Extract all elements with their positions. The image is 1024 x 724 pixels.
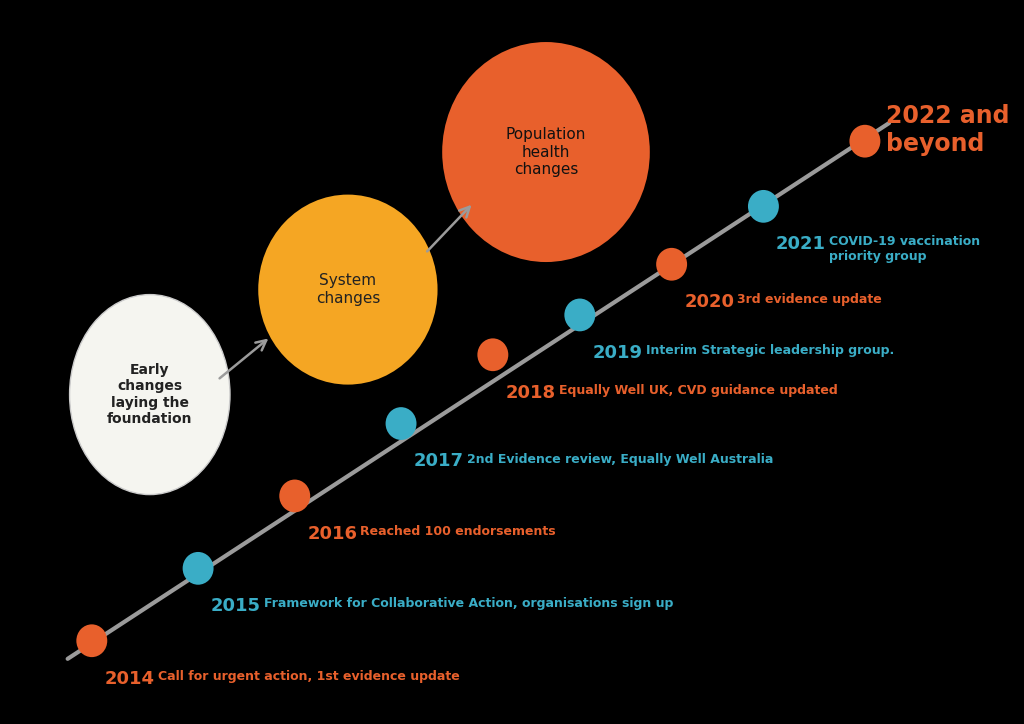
Text: 2014: 2014 bbox=[104, 670, 155, 688]
Text: 2020: 2020 bbox=[684, 293, 734, 311]
Text: Early
changes
laying the
foundation: Early changes laying the foundation bbox=[108, 363, 193, 426]
Text: Interim Strategic leadership group.: Interim Strategic leadership group. bbox=[645, 344, 894, 357]
Text: 2015: 2015 bbox=[211, 597, 261, 615]
Ellipse shape bbox=[850, 125, 881, 158]
Text: 2018: 2018 bbox=[506, 384, 556, 402]
Text: System
changes: System changes bbox=[315, 274, 380, 306]
Ellipse shape bbox=[656, 248, 687, 281]
Ellipse shape bbox=[386, 407, 417, 440]
Ellipse shape bbox=[564, 298, 595, 332]
Text: 2016: 2016 bbox=[307, 525, 357, 543]
Text: 2022 and
beyond: 2022 and beyond bbox=[886, 104, 1010, 156]
Ellipse shape bbox=[182, 552, 214, 585]
Text: 2021: 2021 bbox=[776, 235, 826, 253]
Text: 3rd evidence update: 3rd evidence update bbox=[737, 293, 882, 306]
Text: COVID-19 vaccination
priority group: COVID-19 vaccination priority group bbox=[829, 235, 980, 264]
Text: Framework for Collaborative Action, organisations sign up: Framework for Collaborative Action, orga… bbox=[264, 597, 673, 610]
Text: Equally Well UK, CVD guidance updated: Equally Well UK, CVD guidance updated bbox=[558, 384, 838, 397]
Ellipse shape bbox=[748, 190, 779, 223]
Ellipse shape bbox=[477, 338, 508, 371]
Text: 2019: 2019 bbox=[593, 344, 642, 362]
Text: Call for urgent action, 1st evidence update: Call for urgent action, 1st evidence upd… bbox=[158, 670, 460, 683]
Ellipse shape bbox=[258, 195, 437, 384]
Text: Population
health
changes: Population health changes bbox=[506, 127, 586, 177]
Text: 2017: 2017 bbox=[414, 452, 464, 471]
Ellipse shape bbox=[70, 295, 230, 494]
Ellipse shape bbox=[77, 624, 108, 657]
Ellipse shape bbox=[280, 479, 310, 513]
Ellipse shape bbox=[442, 42, 650, 262]
Text: Reached 100 endorsements: Reached 100 endorsements bbox=[360, 525, 556, 538]
Text: 2nd Evidence review, Equally Well Australia: 2nd Evidence review, Equally Well Austra… bbox=[467, 452, 773, 466]
